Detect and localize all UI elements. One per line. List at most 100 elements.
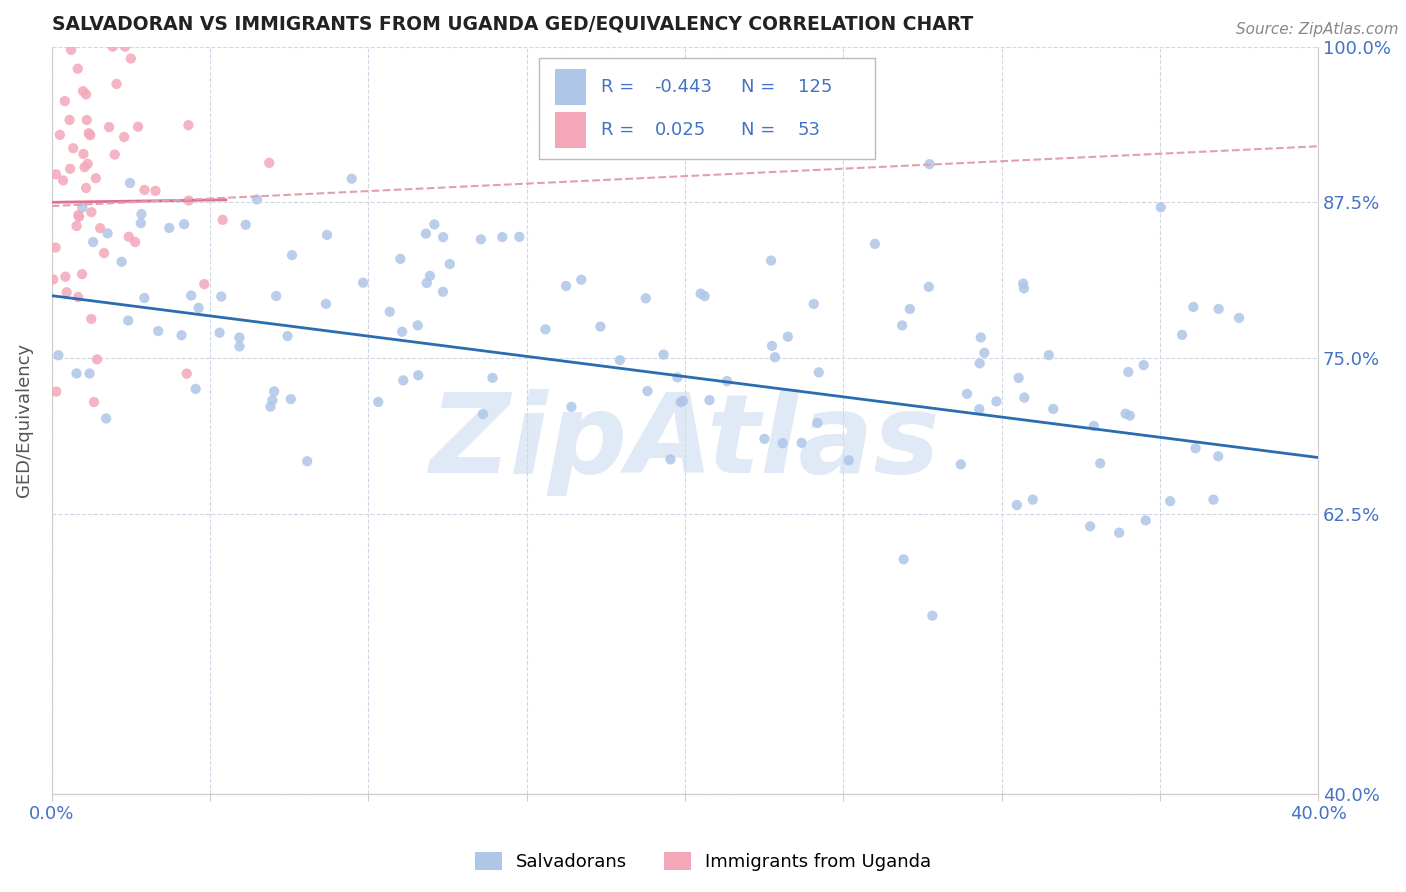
Point <box>105 77 128 91</box>
Point <box>1150 200 1173 214</box>
Point <box>262 393 284 408</box>
Point <box>235 218 257 232</box>
Point <box>75 181 97 195</box>
Point <box>1005 498 1028 512</box>
Point <box>1208 301 1230 316</box>
Point <box>776 329 799 343</box>
Point <box>699 393 721 408</box>
Point <box>114 39 136 54</box>
Y-axis label: GED/Equivalency: GED/Equivalency <box>15 343 32 497</box>
Point <box>956 387 979 401</box>
Point <box>55 285 77 300</box>
Point <box>389 252 412 266</box>
Text: Source: ZipAtlas.com: Source: ZipAtlas.com <box>1236 22 1399 37</box>
Point <box>111 254 134 268</box>
Point <box>76 157 98 171</box>
Point <box>228 339 250 353</box>
Point <box>118 176 141 190</box>
Point <box>1159 494 1181 508</box>
Point <box>893 552 915 566</box>
Point <box>470 232 492 246</box>
Text: ZipAtlas: ZipAtlas <box>430 389 941 496</box>
Point <box>117 313 139 327</box>
Point <box>891 318 914 333</box>
Point <box>1115 407 1137 421</box>
Point <box>1014 391 1036 405</box>
Point <box>1012 281 1035 295</box>
Point <box>79 128 101 143</box>
Point <box>45 384 67 399</box>
Point <box>316 227 339 242</box>
Point <box>634 291 657 305</box>
Point <box>669 395 692 409</box>
Point <box>491 230 513 244</box>
Point <box>73 160 96 174</box>
Point <box>65 219 87 233</box>
Text: -0.443: -0.443 <box>655 78 713 96</box>
Point <box>949 458 972 472</box>
Point <box>772 436 794 450</box>
Point <box>124 235 146 249</box>
Point <box>406 318 429 333</box>
Point <box>439 257 461 271</box>
Point <box>560 400 582 414</box>
Point <box>416 276 439 290</box>
Point <box>170 328 193 343</box>
Point <box>534 322 557 336</box>
Bar <box>554 69 586 105</box>
Text: 0.025: 0.025 <box>655 121 706 139</box>
Point <box>1038 348 1060 362</box>
Text: R =: R = <box>602 121 640 139</box>
Point <box>209 289 232 303</box>
Point <box>763 350 786 364</box>
Point <box>112 130 135 145</box>
Point <box>1116 365 1139 379</box>
Point <box>93 246 115 260</box>
Point <box>70 267 93 281</box>
Point <box>48 348 70 362</box>
Point <box>127 120 149 134</box>
Point <box>863 236 886 251</box>
Point <box>62 141 84 155</box>
Point <box>986 394 1008 409</box>
Point <box>49 128 72 142</box>
Point <box>173 217 195 231</box>
Point <box>86 352 108 367</box>
Point <box>1184 442 1206 456</box>
Point <box>918 280 941 294</box>
Point <box>45 167 67 181</box>
Point <box>177 118 200 132</box>
Legend: Salvadorans, Immigrants from Uganda: Salvadorans, Immigrants from Uganda <box>468 845 938 879</box>
FancyBboxPatch shape <box>540 58 875 159</box>
Text: 125: 125 <box>797 78 832 96</box>
Point <box>666 370 689 384</box>
Point <box>1042 401 1064 416</box>
Point <box>838 453 860 467</box>
Point <box>277 329 299 343</box>
Point <box>76 113 98 128</box>
Point <box>72 84 94 98</box>
Point <box>120 52 142 66</box>
Point <box>689 286 711 301</box>
Point <box>72 201 94 215</box>
Point <box>148 324 170 338</box>
Point <box>101 39 124 54</box>
Point <box>89 221 111 235</box>
Point <box>589 319 612 334</box>
Point <box>432 285 454 299</box>
Point <box>693 289 716 303</box>
Point <box>145 184 167 198</box>
Point <box>176 367 198 381</box>
Point <box>1119 409 1142 423</box>
Point <box>193 277 215 292</box>
Text: R =: R = <box>602 78 640 96</box>
Point <box>1182 300 1205 314</box>
Point <box>187 301 209 315</box>
Point <box>281 248 304 262</box>
Point <box>716 374 738 388</box>
Point <box>134 291 156 305</box>
Point <box>378 304 401 318</box>
Point <box>790 436 813 450</box>
Point <box>391 325 413 339</box>
Point <box>659 452 682 467</box>
